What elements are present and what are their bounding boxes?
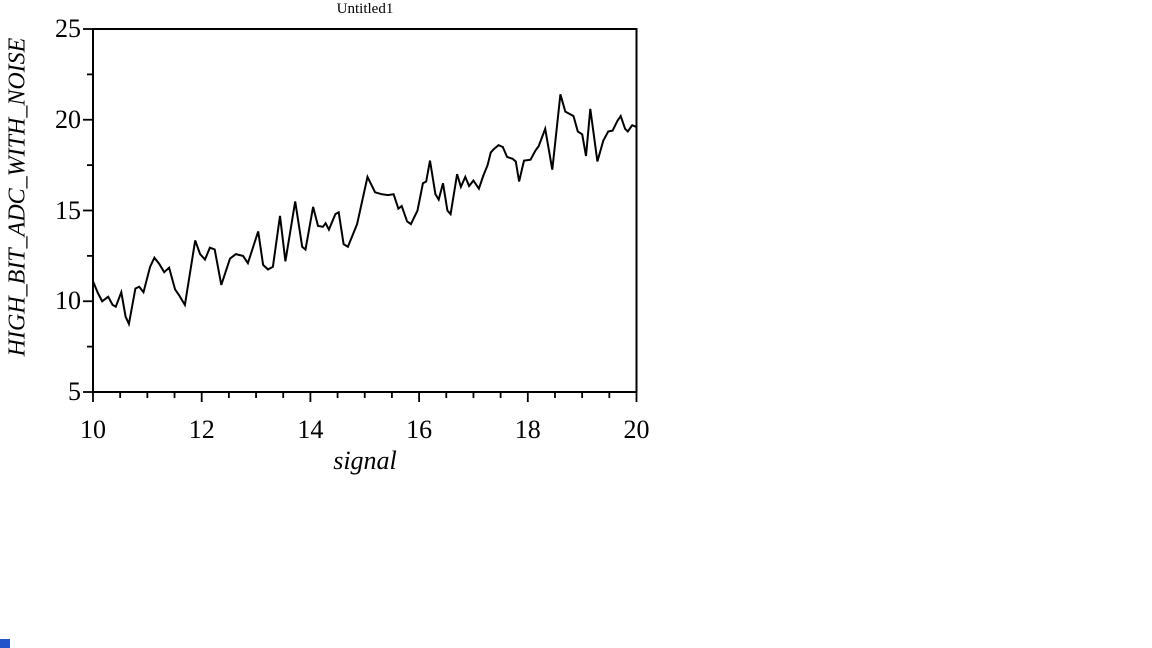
y-tick-label: 15: [55, 195, 81, 225]
y-tick-label: 5: [68, 377, 81, 406]
y-tick-label: 20: [55, 104, 81, 134]
x-tick-label: 14: [297, 415, 324, 444]
y-tick-label: 25: [55, 14, 81, 43]
x-tick-label: 12: [188, 415, 215, 444]
data-line: [92, 94, 637, 328]
x-tick-label: 10: [80, 415, 106, 444]
plot-frame: [92, 28, 638, 393]
x-tick-label: 20: [623, 415, 650, 444]
x-axis-label: signal: [333, 446, 397, 475]
corner-blue-square: [0, 639, 10, 648]
y-tick-label: 10: [55, 286, 81, 316]
x-tick-label: 18: [514, 415, 541, 444]
x-tick-label: 16: [406, 415, 433, 444]
chart-title: Untitled1: [336, 1, 394, 17]
